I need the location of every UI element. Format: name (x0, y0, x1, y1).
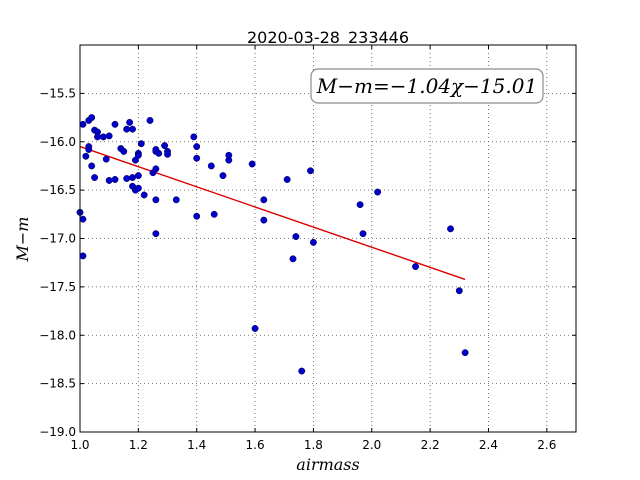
data-point (102, 155, 110, 163)
x-axis-label: airmass (296, 455, 359, 474)
data-point (292, 233, 300, 241)
data-point (140, 191, 148, 199)
data-point (289, 255, 297, 263)
data-point (105, 177, 113, 184)
data-point (82, 152, 90, 160)
data-point (129, 174, 136, 181)
data-point (85, 146, 93, 153)
x-tick-label: 1.8 (304, 438, 323, 452)
data-point (152, 165, 160, 173)
data-point (260, 196, 268, 204)
data-point (111, 176, 119, 183)
data-point (161, 142, 169, 150)
data-point (91, 174, 99, 181)
x-tick-label: 1.6 (246, 438, 265, 452)
data-point (111, 120, 119, 128)
data-point (120, 147, 128, 155)
data-point (190, 133, 198, 141)
x-tick-label: 2.6 (537, 438, 556, 452)
data-point (79, 215, 87, 223)
fit-equation-annotation: M−m=−1.04χ−15.01 (316, 74, 537, 98)
data-point (309, 238, 317, 246)
data-point (79, 252, 87, 260)
data-point (79, 120, 87, 128)
data-point (123, 175, 131, 182)
data-point (94, 133, 101, 141)
fit-line-group (79, 145, 466, 281)
data-point (129, 125, 136, 133)
data-point (248, 160, 256, 168)
y-tick-label: −16.5 (39, 183, 76, 197)
data-point (123, 125, 131, 133)
x-tick-label: 1.4 (187, 438, 206, 452)
data-point (134, 184, 142, 192)
chart-title: 2020-03-28_233446 (247, 28, 409, 48)
data-point (99, 133, 107, 141)
data-point (126, 118, 134, 126)
data-point (134, 151, 142, 159)
y-tick-label: −18.5 (39, 377, 76, 391)
ticks-group (79, 45, 576, 433)
data-point (412, 263, 419, 271)
data-point (172, 196, 180, 204)
data-point (193, 143, 201, 151)
y-tick-label: −15.5 (39, 86, 76, 100)
data-point (359, 230, 367, 238)
data-point (164, 150, 171, 158)
data-point (461, 349, 469, 357)
y-tick-label: −17.0 (39, 232, 76, 246)
data-point (146, 117, 154, 124)
data-point (210, 210, 218, 218)
data-point (219, 172, 227, 180)
y-tick-label: −17.5 (39, 280, 76, 294)
data-point (207, 162, 215, 170)
data-point (283, 176, 291, 183)
x-tick-label: 1.0 (70, 438, 89, 452)
x-tick-label: 1.2 (129, 438, 148, 452)
points-group (76, 114, 469, 375)
y-tick-labels: −15.5 −16.0 −16.5 −17.0 −17.5 −18.0 −18.5 −19.0 (39, 86, 76, 439)
x-tick-label: 2.0 (362, 438, 381, 452)
data-point (225, 151, 233, 159)
data-point (152, 230, 160, 238)
y-axis-label: M−m (13, 217, 32, 263)
data-point (307, 167, 314, 175)
data-point (134, 172, 142, 180)
data-point (105, 132, 113, 140)
data-point (356, 201, 364, 209)
y-tick-label: −16.0 (39, 135, 76, 149)
x-tick-label: 2.4 (479, 438, 498, 452)
data-point (374, 188, 382, 196)
data-point (298, 367, 306, 375)
x-tick-labels: 1.0 1.2 1.4 1.6 1.8 2.0 2.2 2.4 2.6 (70, 438, 556, 452)
y-tick-label: −19.0 (39, 425, 76, 439)
annotation-box (310, 68, 544, 104)
data-point (260, 216, 268, 224)
data-point (155, 149, 163, 157)
x-tick-label: 2.2 (421, 438, 440, 452)
y-tick-label: −18.0 (39, 328, 76, 342)
data-point (455, 287, 463, 295)
data-point (193, 154, 201, 162)
data-point (193, 212, 201, 220)
data-point (137, 140, 145, 148)
data-point (447, 225, 454, 233)
data-point (251, 325, 259, 332)
data-point (88, 114, 96, 122)
fit-line (79, 145, 466, 281)
data-point (152, 196, 160, 204)
data-point (88, 162, 96, 170)
